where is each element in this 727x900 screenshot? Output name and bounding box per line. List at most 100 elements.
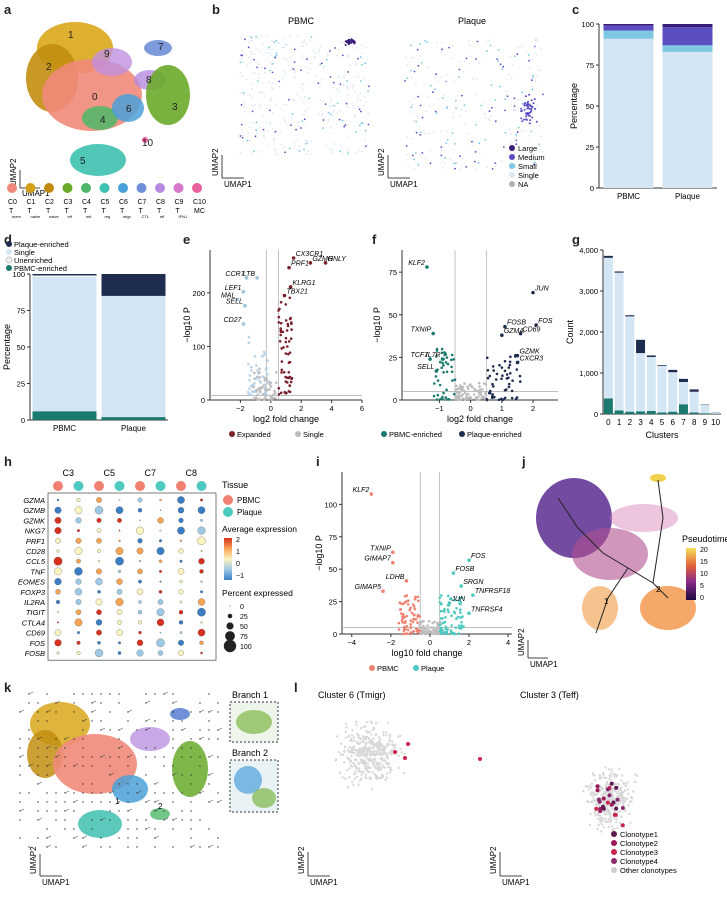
plaque-cell bbox=[405, 145, 408, 147]
plaque-medium-clone bbox=[529, 105, 532, 107]
single-point bbox=[258, 391, 262, 395]
plaque-point bbox=[444, 616, 447, 619]
ns-point bbox=[481, 387, 484, 391]
plaque-cell bbox=[523, 130, 526, 133]
pbmc-cell bbox=[268, 80, 270, 83]
gene-point-CD27 bbox=[241, 322, 246, 326]
dot-GZMB-2 bbox=[94, 506, 104, 515]
bar-pbmc-enriched-6 bbox=[668, 411, 678, 414]
other-clonotype-cell bbox=[613, 774, 616, 778]
pbmc-cell bbox=[282, 37, 284, 40]
pbmc-cell bbox=[319, 46, 322, 48]
velocity-point bbox=[154, 693, 156, 695]
plaque-enriched-point bbox=[491, 393, 494, 396]
pbmc-point bbox=[402, 632, 406, 636]
velocity-arrow bbox=[163, 817, 169, 821]
expanded-point bbox=[286, 324, 290, 328]
velocity-arrow bbox=[19, 709, 25, 713]
pbmc-cell bbox=[272, 87, 274, 90]
plaque-cell bbox=[535, 75, 538, 78]
expanded-point bbox=[279, 321, 283, 325]
velocity-point bbox=[28, 738, 30, 740]
pbmc-cell bbox=[278, 86, 281, 88]
pbmc-cell bbox=[255, 121, 258, 124]
pbmc-cell bbox=[353, 107, 356, 109]
pbmc-cell bbox=[263, 71, 266, 74]
plaque-cell bbox=[424, 157, 427, 160]
velocity-arrow bbox=[145, 826, 151, 830]
pbmc-point bbox=[405, 594, 409, 597]
ns-point bbox=[273, 391, 277, 395]
gene-point-GIMAP7 bbox=[391, 560, 395, 565]
pbmc-cell bbox=[358, 108, 361, 111]
velocity-arrow bbox=[82, 835, 88, 839]
plaque-cell bbox=[452, 80, 455, 83]
cluster-number-6: 6 bbox=[126, 104, 132, 115]
pbmc-cell bbox=[362, 105, 365, 108]
ns-point bbox=[436, 623, 440, 626]
plaque-point bbox=[454, 626, 458, 629]
plaque-point bbox=[443, 607, 446, 611]
other-clonotype-cell bbox=[386, 757, 390, 760]
plaque-cell bbox=[451, 132, 454, 134]
pbmc-cell bbox=[337, 88, 340, 91]
umap1-label-k: UMAP1 bbox=[42, 878, 70, 887]
pbmc-cell bbox=[304, 95, 306, 98]
plaque-cell bbox=[475, 58, 477, 60]
velocity-arrow bbox=[127, 808, 133, 812]
velocity-point bbox=[37, 702, 39, 704]
pbmc-point bbox=[417, 631, 420, 634]
ns-point bbox=[426, 624, 429, 627]
other-clonotype-cell bbox=[352, 736, 356, 739]
other-clonotype-cell bbox=[604, 817, 607, 821]
legend-l-label-4: Other clonotypes bbox=[620, 866, 677, 875]
velocity-point bbox=[28, 846, 30, 848]
velocity-point bbox=[73, 693, 75, 695]
dot-GZMK-5 bbox=[157, 517, 164, 524]
other-clonotype-cell bbox=[371, 760, 374, 763]
pbmc-cell bbox=[262, 128, 265, 131]
plaque-cell bbox=[413, 167, 416, 170]
ns-point bbox=[469, 395, 472, 399]
other-clonotype-cell bbox=[620, 815, 623, 818]
pbmc-cell bbox=[303, 45, 305, 48]
gene-label-LEF1: LEF1 bbox=[225, 285, 242, 292]
plaque-cell bbox=[419, 104, 422, 107]
pbmc-cell bbox=[282, 74, 285, 77]
velocity-point bbox=[100, 801, 102, 803]
legend-a-swatch-9 bbox=[173, 183, 184, 193]
pbmc-cell bbox=[333, 110, 335, 112]
single-point bbox=[248, 387, 251, 391]
pbmc-point bbox=[402, 625, 406, 629]
plaque-point bbox=[455, 617, 458, 620]
velocity-point bbox=[172, 792, 174, 794]
other-clonotype-cell bbox=[605, 794, 608, 798]
single-point bbox=[265, 381, 269, 385]
expanded-point bbox=[284, 380, 288, 383]
plaque-medium-clone bbox=[533, 98, 536, 101]
other-clonotype-cell bbox=[375, 777, 379, 780]
pbmc-cell bbox=[319, 99, 322, 102]
pbmc-cell bbox=[270, 96, 273, 99]
pbmc-cell bbox=[360, 63, 363, 66]
ns-point bbox=[420, 632, 424, 635]
other-clonotype-cell bbox=[362, 741, 365, 744]
pbmc-cell bbox=[273, 131, 275, 133]
pbmc-cell bbox=[339, 83, 342, 86]
cluster-5-blob bbox=[70, 144, 126, 176]
other-clonotype-cell bbox=[390, 753, 393, 756]
legend-b-swatch-4 bbox=[509, 181, 515, 187]
legend-a-code-4: C4 bbox=[82, 199, 91, 206]
legend-l-swatch-4 bbox=[611, 867, 617, 873]
dot-CTLA4-0 bbox=[57, 621, 59, 624]
ns-point bbox=[422, 619, 425, 623]
pbmc-cell bbox=[367, 112, 369, 115]
bar-single-Plaque bbox=[101, 295, 166, 418]
pbmc-cell bbox=[329, 50, 331, 52]
ns-point bbox=[455, 394, 459, 398]
plaque-medium-clone bbox=[525, 115, 528, 118]
plaque-point bbox=[460, 621, 463, 624]
other-clonotype-cell bbox=[609, 820, 612, 823]
velocity-point bbox=[208, 783, 210, 785]
dot-PRF1-7 bbox=[197, 536, 206, 546]
